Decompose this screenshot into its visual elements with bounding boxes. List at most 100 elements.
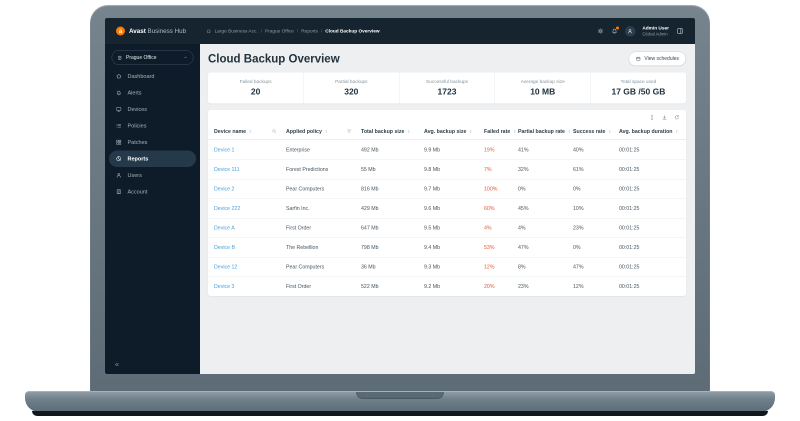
sort-icon[interactable]	[674, 128, 679, 134]
table-toolbar	[208, 110, 686, 123]
device-link[interactable]: Device 1	[214, 146, 235, 153]
user-info[interactable]: Admin User Global Admin	[642, 25, 669, 36]
sidebar-item-policies[interactable]: Policies	[109, 118, 196, 135]
table-cell: 45%	[518, 205, 529, 212]
alerts-icon	[116, 90, 123, 97]
policies-icon	[116, 123, 123, 130]
sidebar-item-dashboard[interactable]: Dashboard	[109, 68, 196, 85]
org-selector-label: Prague Office	[126, 54, 157, 61]
table-cell: 9.7 Mb	[424, 186, 441, 192]
device-link[interactable]: Device 111	[214, 166, 240, 173]
laptop-display: a Avast Business Hub Large Business Acc.…	[105, 18, 695, 374]
sidebar-item-users[interactable]: Users	[109, 167, 196, 184]
sort-icon[interactable]	[607, 128, 612, 134]
laptop-base-notch	[356, 392, 444, 399]
breadcrumb-item[interactable]: Reports	[301, 28, 318, 34]
table-row[interactable]: Device 3 First Order 522 Mb 9.2 Mb 20% 23% 12%…	[208, 276, 686, 297]
table-cell: 00:01:25	[619, 283, 640, 290]
table-cell: 9.2 Mb	[424, 283, 441, 290]
stat-cell: Failed backups 20	[208, 73, 303, 104]
device-link[interactable]: Device 12	[214, 264, 238, 270]
stats-card: Failed backups 20 Partial backups 320 Succes…	[208, 72, 686, 104]
breadcrumb-item[interactable]: Prague Office	[264, 28, 294, 34]
sidebar-item-devices[interactable]: Devices	[109, 101, 196, 118]
column-header[interactable]: Device name	[214, 128, 286, 134]
search-icon[interactable]	[272, 129, 278, 135]
sort-icon[interactable]	[324, 128, 329, 134]
reports-icon	[116, 156, 123, 163]
device-link[interactable]: Device 3	[214, 283, 235, 290]
table-cell: 47%	[518, 244, 529, 251]
laptop-screen-bezel: a Avast Business Hub Large Business Acc.…	[90, 5, 710, 391]
column-label: Success rate	[573, 128, 606, 135]
table-row[interactable]: Device 12 Pear Computers 36 Mb 9.3 Mb 12% 8% 4…	[208, 257, 686, 277]
breadcrumb: Large Business Acc. / Prague Office / Report…	[206, 28, 380, 34]
device-link[interactable]: Device A	[214, 225, 235, 231]
sidebar-item-label: Account	[127, 188, 148, 195]
table-cell: 7%	[484, 166, 492, 173]
avatar[interactable]	[624, 25, 636, 37]
table-row[interactable]: Device B The Rebellion 798 Mb 9.4 Mb 53% 47% 0…	[208, 237, 686, 258]
table-cell: 41%	[518, 146, 529, 153]
laptop-bottom-edge	[32, 411, 768, 416]
stat-value: 10 MB	[530, 87, 556, 97]
column-label: Avg. backup duration	[619, 128, 673, 135]
sidebar-item-account[interactable]: Account	[109, 184, 196, 201]
table-cell: 9.4 Mb	[424, 244, 441, 251]
view-schedules-button[interactable]: View schedules	[628, 51, 686, 66]
sort-icon[interactable]	[567, 128, 572, 134]
device-link[interactable]: Device 222	[214, 205, 241, 212]
column-header[interactable]: Success rate	[573, 128, 619, 134]
device-link[interactable]: Device 2	[214, 186, 235, 192]
table-row[interactable]: Device 222 Sarfin Inc. 429 Mb 9.6 Mb 60% 45% 1…	[208, 198, 686, 219]
refresh-icon[interactable]	[674, 115, 680, 121]
sidebar-collapse-button[interactable]: «	[115, 360, 119, 368]
download-icon[interactable]	[662, 115, 668, 121]
table-cell: 4%	[518, 225, 526, 231]
stat-label: Average backup size	[520, 79, 565, 85]
dashboard-icon	[116, 73, 123, 80]
sort-icon[interactable]	[406, 128, 411, 134]
sidebar-item-reports[interactable]: Reports	[109, 150, 196, 167]
notification-badge	[615, 26, 619, 30]
column-header[interactable]: Applied policy	[286, 128, 361, 134]
table-row[interactable]: Device 2 Pear Computers 816 Mb 9.7 Mb 100% 0%…	[208, 179, 686, 199]
sort-icon[interactable]	[468, 128, 473, 134]
column-header[interactable]: Avg. backup duration	[619, 128, 684, 134]
table-cell: 32%	[518, 166, 529, 173]
notifications-bell-icon[interactable]	[611, 26, 619, 35]
table-row[interactable]: Device 1 Enterprise 492 Mb 9.9 Mb 19% 41% 40% 0…	[208, 140, 686, 160]
column-header[interactable]: Partial backup rate	[518, 128, 573, 134]
view-schedules-label: View schedules	[644, 56, 679, 62]
sort-icon[interactable]	[512, 128, 517, 134]
column-header[interactable]: Failed rate	[484, 128, 518, 134]
org-selector[interactable]: Prague Office	[111, 50, 194, 65]
sidebar-item-alerts[interactable]: Alerts	[109, 85, 196, 102]
sort-icon[interactable]	[248, 128, 253, 134]
table-cell: First Order	[286, 283, 312, 290]
filter-icon[interactable]	[347, 129, 353, 135]
column-header[interactable]: Total backup size	[361, 128, 424, 134]
home-icon[interactable]	[206, 28, 212, 34]
sidebar-item-patches[interactable]: Patches	[109, 134, 196, 151]
breadcrumb-separator: /	[320, 28, 323, 34]
table-cell: 8%	[518, 264, 526, 270]
table-row[interactable]: Device A First Order 647 Mb 9.5 Mb 4% 4% 23% 00…	[208, 218, 686, 238]
brand-suffix: Business Hub	[145, 27, 187, 35]
table-cell: 798 Mb	[361, 244, 379, 251]
gear-icon[interactable]	[597, 28, 604, 35]
breadcrumb-item[interactable]: Large Business Acc.	[214, 28, 258, 34]
table-cell: 00:01:25	[619, 264, 640, 270]
sidebar-item-label: Patches	[127, 139, 148, 146]
table-cell: 492 Mb	[361, 146, 379, 153]
console-switcher-icon[interactable]	[676, 27, 684, 35]
device-link[interactable]: Device B	[214, 244, 236, 251]
table-cell: 00:01:25	[619, 166, 640, 173]
table-cell: 647 Mb	[361, 225, 379, 231]
patches-icon	[116, 139, 123, 146]
column-header[interactable]: Avg. backup size	[424, 128, 484, 134]
column-settings-icon[interactable]	[649, 115, 655, 121]
table-row[interactable]: Device 111 Forest Predictions 55 Mb 9.8 Mb 7…	[208, 159, 686, 180]
user-role: Global Admin	[642, 31, 668, 37]
calendar-icon	[635, 56, 641, 62]
